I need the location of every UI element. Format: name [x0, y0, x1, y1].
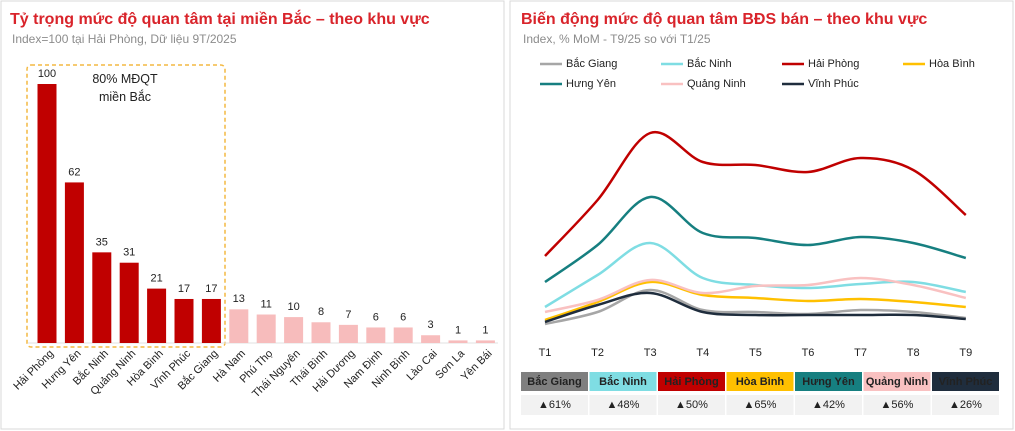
value-label: 10	[287, 301, 299, 313]
table-cell	[521, 395, 588, 415]
chart-subtitle: Index, % MoM - T9/25 so với T1/25	[523, 32, 711, 46]
panel-right	[509, 0, 1014, 430]
value-label: 21	[150, 273, 162, 285]
table-header-label: Bắc Giang	[527, 375, 581, 388]
bar	[421, 335, 441, 343]
legend-label: Hải Phòng	[808, 58, 859, 70]
value-label: 3	[428, 319, 434, 331]
table-header-label: Hưng Yên	[802, 376, 855, 388]
value-label: 62	[68, 166, 80, 178]
value-label: 1	[455, 324, 461, 336]
table-cell	[863, 395, 931, 415]
line	[544, 276, 967, 314]
legend-label: Bắc Giang	[566, 57, 617, 70]
bar	[92, 252, 112, 343]
table-header	[726, 372, 794, 391]
value-label: 1	[482, 324, 488, 336]
table-header	[658, 372, 725, 391]
table-cell	[658, 395, 725, 415]
change-label: ▲26%	[949, 399, 982, 411]
line	[544, 280, 966, 322]
table-cell	[795, 395, 862, 415]
table-cell	[589, 395, 657, 415]
value-label: 31	[123, 247, 135, 259]
legend-label: Vĩnh Phúc	[808, 78, 859, 90]
table-header-label: Bắc Ninh	[599, 375, 647, 388]
table-cell	[726, 395, 794, 415]
value-label: 17	[178, 283, 190, 295]
bar	[284, 317, 304, 343]
value-label: 11	[260, 298, 271, 310]
chart-title: Tỷ trọng mức độ quan tâm tại miền Bắc – …	[10, 9, 430, 28]
legend-label: Quảng Ninh	[687, 78, 746, 90]
highlight-box	[26, 64, 226, 348]
annotation: 80% MĐQT miền Bắc	[92, 72, 158, 104]
value-label: 6	[373, 311, 379, 323]
value-label: 17	[205, 283, 217, 295]
x-tick-label: T4	[696, 347, 709, 359]
bar	[311, 322, 331, 343]
x-tick-label: Yên Bái	[459, 348, 495, 384]
change-label: ▲61%	[538, 399, 571, 411]
bar	[475, 340, 495, 343]
bar	[229, 309, 249, 343]
table-header-label: Vĩnh Phúc	[939, 376, 993, 388]
value-label: 6	[400, 311, 406, 323]
bar	[256, 314, 276, 343]
table-header-label: Quảng Ninh	[866, 376, 929, 388]
x-tick-label: Lào Cai	[404, 348, 439, 383]
bar	[174, 298, 194, 343]
x-tick-label: T1	[539, 347, 552, 359]
table-header	[589, 372, 657, 391]
legend-label: Hưng Yên	[566, 78, 616, 90]
bar	[338, 324, 358, 343]
value-label: 100	[38, 68, 56, 80]
line	[544, 130, 967, 257]
change-label: ▲42%	[812, 399, 845, 411]
x-tick-label: T9	[959, 347, 972, 359]
bar	[119, 262, 139, 343]
bar	[64, 182, 84, 343]
legend-label: Bắc Ninh	[687, 57, 732, 70]
table-header-label: Hải Phòng	[664, 376, 718, 388]
x-tick-label: T7	[854, 347, 867, 359]
bar	[448, 340, 468, 343]
value-label: 8	[318, 306, 324, 318]
x-tick-label: T8	[907, 347, 920, 359]
chart-subtitle: Index=100 tại Hải Phòng, Dữ liệu 9T/2025	[12, 32, 237, 46]
line	[544, 288, 966, 326]
bar	[366, 327, 386, 343]
legend-label: Hòa Bình	[929, 58, 975, 70]
change-label: ▲48%	[607, 399, 640, 411]
bar	[37, 84, 57, 343]
table-header	[521, 372, 588, 391]
table-header	[795, 372, 862, 391]
value-label: 7	[345, 309, 351, 321]
change-label: ▲65%	[744, 399, 777, 411]
panel-left	[0, 0, 505, 430]
bar	[147, 288, 167, 343]
line	[544, 195, 967, 284]
value-label: 13	[233, 293, 245, 305]
x-tick-label: T3	[644, 347, 657, 359]
x-tick-label: T5	[749, 347, 762, 359]
table-cell	[932, 395, 999, 415]
table-header	[863, 372, 931, 391]
value-label: 35	[96, 236, 108, 248]
table-header	[932, 372, 999, 391]
bar	[201, 298, 221, 343]
line	[544, 291, 966, 324]
change-label: ▲50%	[675, 399, 708, 411]
bar	[393, 327, 413, 343]
table-header-label: Hòa Bình	[736, 376, 785, 388]
x-tick-label: T2	[591, 347, 604, 359]
chart-title: Biến động mức độ quan tâm BĐS bán – theo…	[521, 11, 927, 28]
x-tick-label: T6	[802, 347, 815, 359]
change-label: ▲56%	[881, 399, 914, 411]
